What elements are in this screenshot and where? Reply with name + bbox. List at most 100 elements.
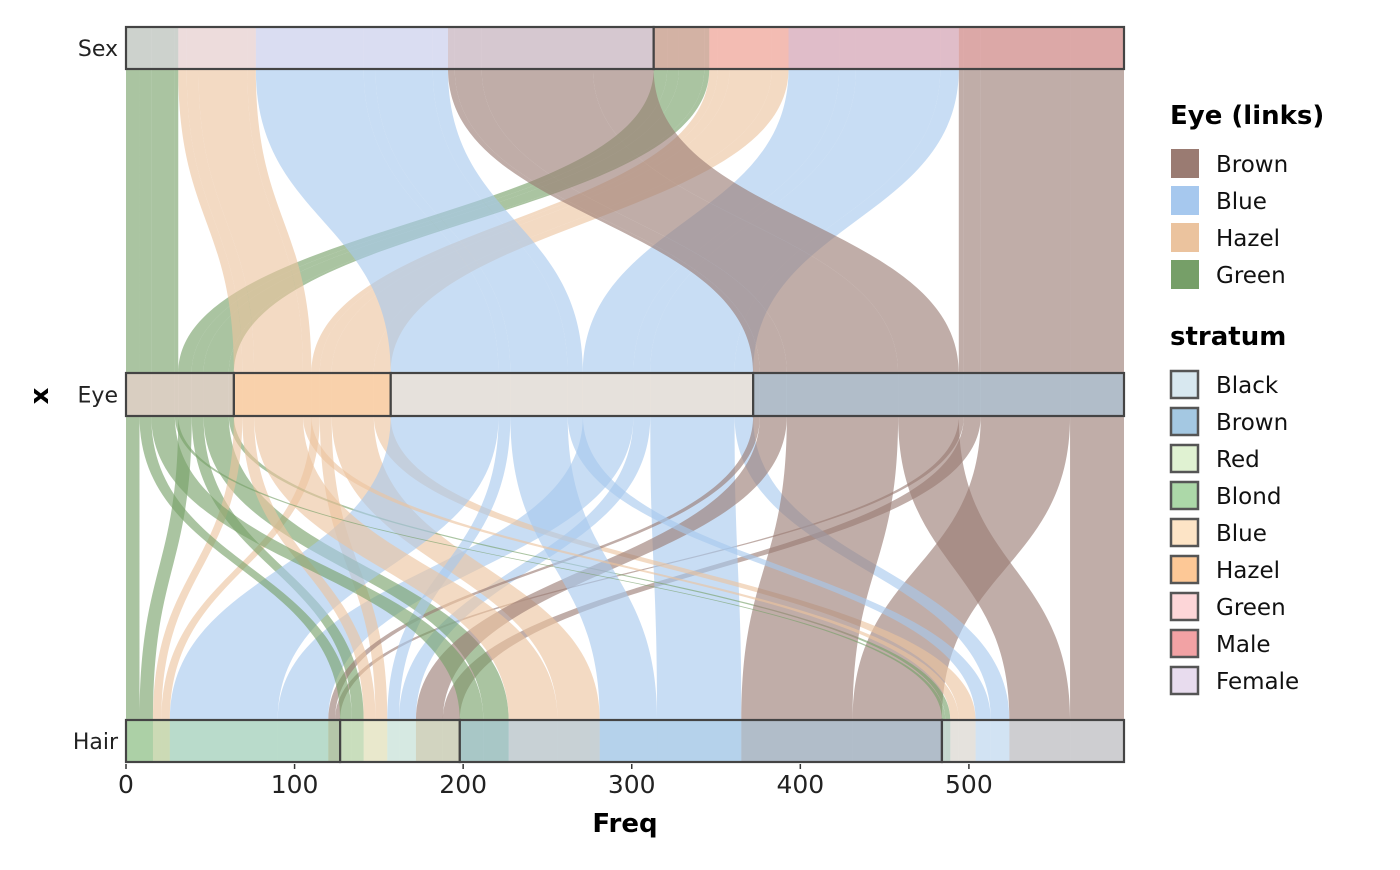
- flow-hazel: [303, 416, 959, 720]
- flow-brown: [741, 416, 899, 720]
- stratum-eye-green: [124, 371, 235, 418]
- y-axis-title: x: [25, 387, 55, 404]
- stratum-hair-blond: [124, 718, 342, 764]
- legend: Eye (links) Brown Blue Hazel Green stratum Bla…: [1169, 101, 1324, 696]
- stratum-hair-red: [338, 718, 461, 764]
- legend-label: Blue: [1216, 189, 1267, 215]
- legend-label: Green: [1216, 595, 1286, 621]
- legend-label: Male: [1216, 632, 1270, 658]
- flow-blue: [387, 416, 511, 720]
- axis-labels: Sex Eye Hair: [73, 37, 119, 755]
- legend-key: [1169, 628, 1200, 659]
- legend-label: Brown: [1216, 152, 1288, 178]
- flow-hazel: [319, 69, 730, 373]
- flow-green: [126, 416, 140, 720]
- stratum-sex-male: [652, 25, 1126, 71]
- flow-brown: [447, 69, 760, 373]
- flow-blue: [169, 416, 499, 720]
- flow-blue: [567, 416, 991, 720]
- legend-title: stratum: [1170, 322, 1286, 352]
- flow-hazel: [178, 69, 243, 373]
- legend-key: [1169, 665, 1200, 696]
- stratum-eye-hazel: [232, 371, 392, 418]
- legend-label: Red: [1216, 447, 1260, 473]
- legend-key: [1169, 369, 1200, 400]
- x-tick-label: 400: [776, 770, 824, 799]
- legend-key: [1169, 480, 1200, 511]
- stratum-sex-female: [124, 25, 655, 71]
- flow-blue: [255, 69, 499, 373]
- legend-label: Black: [1216, 373, 1279, 399]
- legend-key: [1169, 591, 1200, 622]
- x-tick-label: 200: [439, 770, 487, 799]
- flow-brown: [454, 69, 787, 373]
- axis-label-sex: Sex: [78, 37, 118, 62]
- flow-brown: [1070, 69, 1124, 373]
- flow-hazel: [186, 69, 255, 373]
- legend-label: Blond: [1216, 484, 1281, 510]
- flow-green: [139, 69, 152, 373]
- legend-label: Blue: [1216, 521, 1267, 547]
- flow-blue: [734, 69, 959, 373]
- flow-blue: [432, 69, 583, 373]
- x-tick-label: 300: [608, 770, 656, 799]
- legend-label: Hazel: [1216, 558, 1280, 584]
- flow-brown: [592, 69, 959, 373]
- flow-brown: [1070, 416, 1124, 720]
- flow-green: [191, 416, 364, 720]
- flow-brown: [335, 416, 964, 720]
- flow-green: [126, 69, 140, 373]
- flow-brown: [481, 69, 899, 373]
- legend-key: [1171, 149, 1199, 178]
- legend-label: Female: [1216, 669, 1299, 695]
- legend-key: [1169, 443, 1200, 474]
- flow-hazel: [373, 416, 976, 720]
- flow-brown: [958, 69, 964, 373]
- x-tick-label: 500: [945, 770, 993, 799]
- flow-brown: [963, 69, 981, 373]
- flow-brown: [328, 416, 760, 720]
- flow-hazel: [198, 69, 304, 373]
- strata-layer: [124, 25, 1126, 764]
- flow-green: [174, 416, 946, 720]
- flow-green: [174, 69, 179, 373]
- legend-key: [1169, 554, 1200, 585]
- flow-brown: [898, 416, 1071, 720]
- legend-key: [1171, 260, 1199, 289]
- x-axis-title: Freq: [592, 809, 657, 839]
- flow-blue: [363, 69, 511, 373]
- flow-hazel: [152, 416, 243, 720]
- legend-label: Brown: [1216, 410, 1288, 436]
- flow-green: [151, 416, 484, 720]
- flow-hazel: [331, 416, 600, 720]
- legend-key: [1171, 223, 1199, 252]
- flow-blue: [399, 416, 651, 720]
- legend-key: [1169, 406, 1200, 437]
- legend-key: [1169, 517, 1200, 548]
- stratum-eye-brown: [752, 371, 1126, 418]
- stratum-eye-blue: [389, 371, 755, 418]
- flow-hazel: [247, 69, 312, 373]
- flow-green: [139, 416, 192, 720]
- flow-green: [139, 416, 352, 720]
- legend-label: Hazel: [1216, 226, 1280, 252]
- x-ticks: 0 100 200 300 400 500: [118, 764, 993, 799]
- axis-label-hair: Hair: [73, 730, 119, 755]
- axis-label-eye: Eye: [78, 384, 118, 409]
- flow-blue: [510, 416, 658, 720]
- legend-key: [1171, 186, 1199, 215]
- flow-green: [151, 69, 175, 373]
- stratum-hair-black: [940, 718, 1126, 764]
- x-tick-label: 100: [271, 770, 319, 799]
- flow-hazel: [254, 416, 558, 720]
- flow-hazel: [331, 69, 772, 373]
- flow-hazel: [373, 69, 789, 373]
- legend-title: Eye (links): [1170, 101, 1324, 131]
- flow-blue: [650, 416, 742, 720]
- flow-blue: [375, 69, 568, 373]
- flow-brown: [980, 69, 1071, 373]
- legend-label: Green: [1216, 263, 1286, 289]
- stratum-hair-brown: [458, 718, 944, 764]
